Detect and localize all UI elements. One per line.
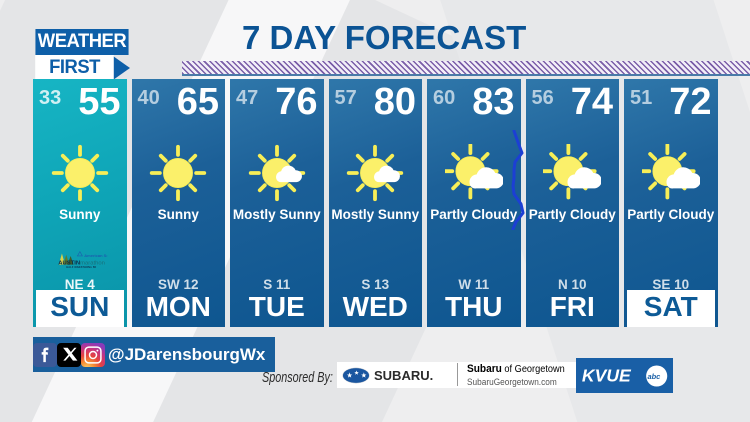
svg-text:American Select: American Select [84, 253, 107, 258]
svg-text:abc: abc [647, 372, 661, 381]
svg-text:KVUE: KVUE [581, 365, 631, 385]
svg-text:HALF MARATHON& 5K: HALF MARATHON& 5K [66, 266, 96, 269]
